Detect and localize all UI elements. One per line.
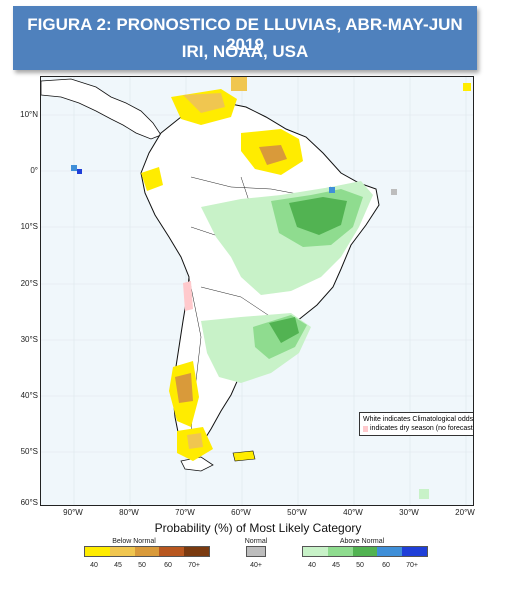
lon-label: 50°W [287, 508, 307, 517]
normal-swatch [247, 547, 265, 556]
lon-label: 20°W [455, 508, 475, 517]
below-tick: 70+ [188, 562, 200, 569]
below-normal-swatch [159, 547, 185, 556]
below-tick: 40 [90, 562, 98, 569]
above-normal-swatch [303, 547, 328, 556]
above-normal-label: Above Normal [339, 538, 385, 545]
above-tick: 45 [332, 562, 340, 569]
lat-label: 30°S [20, 335, 38, 344]
title-banner: FIGURA 2: PRONOSTICO DE LLUVIAS, ABR-MAY… [13, 6, 477, 70]
dry-season-note-row: indicates dry season (no forecast) [363, 424, 474, 433]
lon-label: 90°W [63, 508, 83, 517]
below-tick: 50 [138, 562, 146, 569]
lon-label: 70°W [175, 508, 195, 517]
above-normal-colorbar [302, 546, 428, 557]
normal-category-cell [391, 189, 397, 195]
below-tick: 45 [114, 562, 122, 569]
lat-label: 20°S [20, 279, 38, 288]
lat-label: 40°S [20, 391, 38, 400]
below-normal-regions [141, 77, 471, 461]
normal-label: Normal [244, 538, 268, 545]
lon-label: 40°W [343, 508, 363, 517]
lat-label: 10°S [20, 222, 38, 231]
above-tick: 60 [382, 562, 390, 569]
below-normal-swatch [109, 547, 135, 556]
below-normal-swatch [85, 547, 110, 556]
lat-label: 50°S [20, 447, 38, 456]
below-normal-label: Below Normal [112, 538, 156, 545]
lat-label: 0° [30, 166, 38, 175]
map-canvas [41, 77, 473, 505]
central-america-landmass [41, 78, 162, 140]
title-line-1: FIGURA 2: PRONOSTICO DE LLUVIAS, ABR-MAY… [27, 15, 463, 54]
dry-season-note: indicates dry season (no forecast) [370, 425, 474, 432]
above-normal-swatch [377, 547, 403, 556]
above-normal-swatch [327, 547, 353, 556]
title-line-2: IRI, NOAA, USA [181, 42, 309, 61]
above-normal-swatch [352, 547, 378, 556]
climatology-note: White indicates Climatological odds [363, 416, 474, 423]
above-tick: 70+ [406, 562, 418, 569]
above-normal-regions [71, 165, 429, 499]
below-normal-colorbar [84, 546, 210, 557]
lat-label: 10°N [20, 110, 38, 119]
below-normal-swatch [134, 547, 160, 556]
forecast-map: White indicates Climatological odds indi… [40, 76, 474, 506]
normal-tick: 40+ [250, 562, 262, 569]
map-notes-box: White indicates Climatological odds indi… [359, 412, 474, 436]
legend-title: Probability (%) of Most Likely Category [154, 521, 362, 535]
lat-label: 60°S [20, 498, 38, 507]
above-tick: 40 [308, 562, 316, 569]
above-normal-swatch [402, 547, 427, 556]
falkland-islands [232, 450, 256, 462]
below-normal-swatch [184, 547, 209, 556]
lon-label: 60°W [231, 508, 251, 517]
dry-season-patch [183, 281, 193, 311]
above-tick: 50 [356, 562, 364, 569]
lon-label: 80°W [119, 508, 139, 517]
dry-season-swatch [363, 425, 368, 432]
lon-label: 30°W [399, 508, 419, 517]
below-tick: 60 [164, 562, 172, 569]
normal-colorbar [246, 546, 266, 557]
